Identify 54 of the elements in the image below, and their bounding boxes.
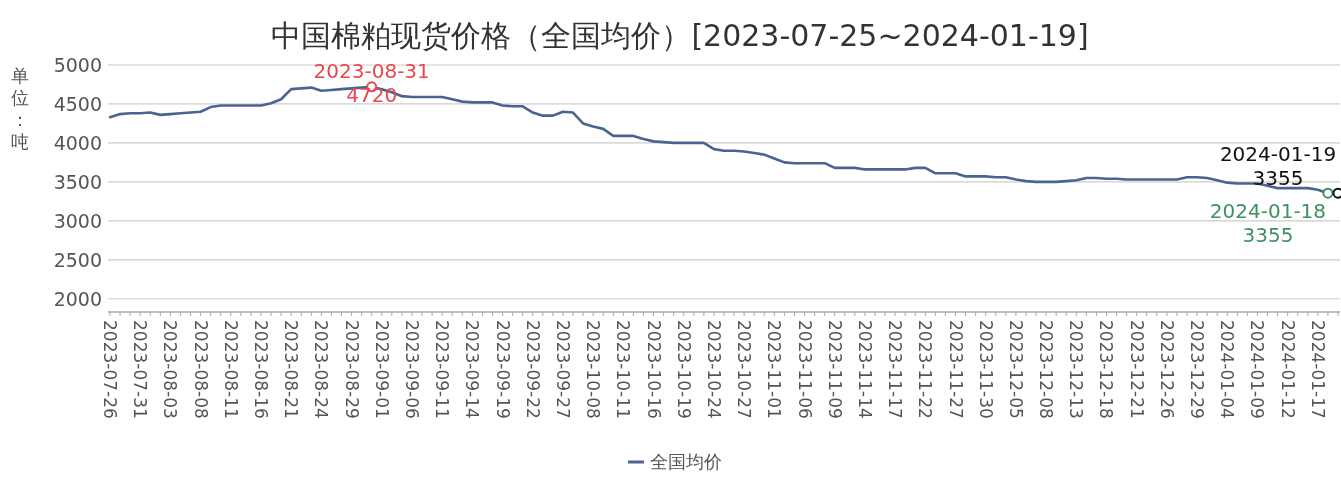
x-tick-label: 2023-08-29 bbox=[341, 320, 362, 419]
x-tick-label: 2023-10-16 bbox=[643, 320, 664, 419]
x-tick-label: 2023-08-21 bbox=[281, 320, 302, 419]
y-tick-label: 5000 bbox=[53, 54, 102, 76]
x-tick-label: 2023-08-03 bbox=[160, 320, 181, 419]
x-tick-label: 2023-12-18 bbox=[1096, 320, 1117, 419]
annotation: 2023-08-31 4720 bbox=[313, 58, 430, 107]
x-tick-label: 2023-12-29 bbox=[1187, 320, 1208, 419]
x-tick-label: 2023-10-24 bbox=[703, 320, 724, 419]
x-tick-label: 2024-01-17 bbox=[1307, 320, 1328, 419]
x-tick-label: 2024-01-04 bbox=[1217, 320, 1238, 419]
x-tick-label: 2023-07-26 bbox=[100, 320, 120, 419]
x-tick-label: 2023-11-01 bbox=[764, 320, 785, 419]
y-tick-label: 4500 bbox=[53, 92, 102, 115]
x-tick-label: 2023-10-19 bbox=[673, 320, 694, 419]
x-tick-label: 2023-12-08 bbox=[1036, 320, 1057, 419]
x-tick-label: 2023-07-31 bbox=[130, 320, 151, 419]
legend-label: 全国均价 bbox=[650, 451, 722, 472]
annotation: 2024-01-18 3355 bbox=[1209, 199, 1327, 248]
x-tick-label: 2023-12-13 bbox=[1066, 320, 1087, 419]
x-tick-label: 2024-01-09 bbox=[1247, 320, 1268, 419]
x-tick-label: 2023-11-30 bbox=[975, 320, 996, 419]
x-tick-label: 2023-08-11 bbox=[220, 320, 241, 419]
x-tick-label: 2023-08-24 bbox=[311, 320, 332, 419]
x-tick-label: 2023-11-22 bbox=[915, 320, 936, 419]
x-tick-label: 2024-01-12 bbox=[1277, 320, 1298, 419]
chart-title: 中国棉粕现货价格（全国均价）[2023-07-25~2024-01-19] bbox=[271, 18, 1089, 53]
x-tick-label: 2023-11-06 bbox=[794, 320, 815, 419]
y-tick-label: 2500 bbox=[53, 248, 102, 271]
y-tick-label: 3000 bbox=[53, 209, 102, 232]
x-tick-label: 2023-09-27 bbox=[552, 320, 573, 419]
x-tick-label: 2023-09-14 bbox=[462, 320, 483, 419]
x-tick-label: 2023-09-19 bbox=[492, 320, 513, 419]
x-tick-label: 2023-09-01 bbox=[371, 320, 392, 419]
y-tick-label: 2000 bbox=[53, 287, 102, 310]
x-tick-label: 2023-10-11 bbox=[613, 320, 634, 419]
x-tick-label: 2023-09-06 bbox=[401, 320, 422, 419]
y-tick-label: 3500 bbox=[53, 170, 102, 193]
x-tick-label: 2023-11-17 bbox=[885, 320, 906, 419]
x-tick-label: 2023-08-16 bbox=[250, 320, 271, 419]
x-tick-label: 2023-12-05 bbox=[1005, 320, 1026, 419]
x-tick-label: 2023-11-27 bbox=[945, 320, 966, 419]
x-tick-label: 2023-10-27 bbox=[734, 320, 755, 419]
x-tick-label: 2023-11-14 bbox=[854, 320, 875, 419]
x-tick-label: 2023-12-26 bbox=[1156, 320, 1177, 419]
x-tick-label: 2023-09-11 bbox=[432, 320, 453, 419]
y-axis-title: 单位：吨 bbox=[11, 65, 29, 152]
annotation: 2024-01-19 3355 bbox=[1219, 142, 1337, 191]
x-tick-label: 2023-12-21 bbox=[1126, 320, 1147, 419]
x-tick-label: 2023-09-22 bbox=[522, 320, 543, 419]
y-tick-label: 4000 bbox=[53, 131, 102, 154]
x-tick-label: 2023-08-08 bbox=[190, 320, 211, 419]
x-tick-label: 2023-11-09 bbox=[824, 320, 845, 419]
x-tick-label: 2023-10-08 bbox=[583, 320, 604, 419]
